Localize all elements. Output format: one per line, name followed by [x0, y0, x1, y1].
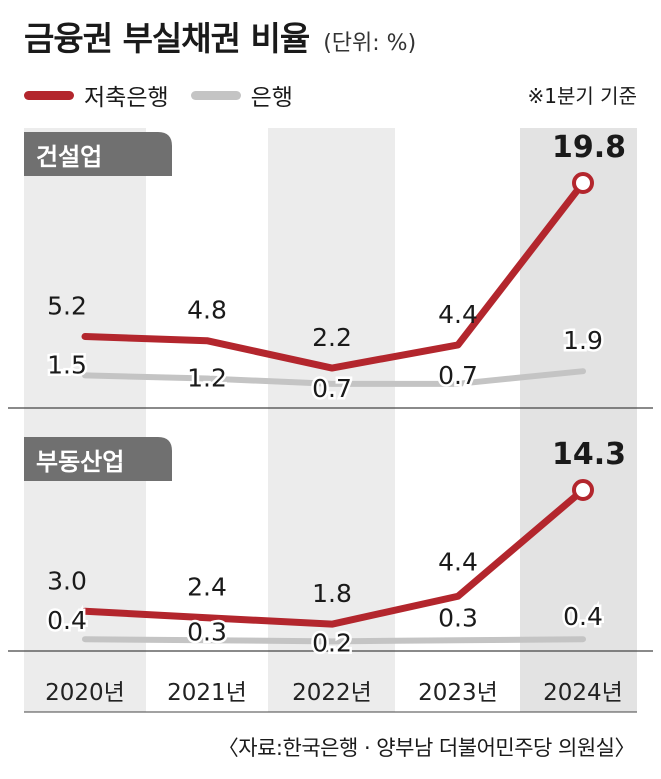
x-tick-label: 2021년 — [167, 680, 247, 706]
panel-2-label-bg — [24, 437, 172, 481]
x-tick-label: 2023년 — [418, 680, 498, 706]
legend: 저축은행 은행 — [24, 78, 315, 112]
panel-2-label: 부동산업 — [36, 448, 124, 476]
source-note: 〈자료:한국은행 · 양부남 더불어민주당 의원실〉 — [217, 736, 636, 760]
panel-2-savings-value-label: 2.4 — [187, 573, 227, 602]
panel-1-label-bg — [24, 132, 172, 176]
panel-1-savings-endpoint — [572, 172, 594, 194]
panel-2-savings-endpoint — [572, 479, 594, 501]
panel-1-savings-value-label: 19.8 — [552, 130, 626, 165]
column-band — [395, 128, 520, 712]
x-tick-label: 2024년 — [543, 680, 623, 706]
unit-label: (단위: %) — [323, 31, 417, 56]
panel-1-bank-value-label: 1.5 — [47, 350, 87, 379]
panel-2-bank-value-label: 0.4 — [563, 602, 603, 631]
legend-item-savings: 저축은행 — [24, 78, 169, 112]
chart-title: 금융권 부실채권 비율 — [24, 19, 310, 58]
note: ※1분기 기준 — [527, 84, 637, 108]
x-tick-label: 2020년 — [45, 680, 125, 706]
legend-label-bank: 은행 — [250, 85, 293, 111]
panel-1-savings-value-label: 5.2 — [47, 292, 87, 321]
panel-2-savings-value-label: 4.4 — [438, 547, 478, 576]
panel-2-bank-value-label: 0.2 — [312, 628, 352, 657]
panel-1-savings-value-label: 4.4 — [438, 300, 478, 329]
panel-1-savings-value-label: 4.8 — [187, 296, 227, 325]
panel-2-bank-value-label: 0.4 — [47, 606, 87, 635]
panel-2-bank-value-label: 0.3 — [187, 617, 227, 646]
x-tick-label: 2022년 — [292, 680, 372, 706]
panel-1-bank-value-label: 0.7 — [312, 374, 352, 403]
panel-1-bank-value-label: 1.2 — [187, 364, 227, 393]
panel-2-savings-line — [81, 486, 587, 628]
legend-item-bank: 은행 — [190, 78, 293, 112]
title-row: 금융권 부실채권 비율 (단위: %) — [24, 12, 417, 58]
panel-1-bank-value-label: 1.9 — [563, 326, 603, 355]
legend-swatch-bank — [190, 90, 241, 100]
panel-1-label: 건설업 — [36, 143, 102, 171]
panel-2-savings-value-label: 14.3 — [552, 437, 626, 472]
panel-2-bank-line — [82, 636, 586, 645]
column-band — [520, 128, 637, 712]
panel-2-savings-value-label: 3.0 — [47, 566, 87, 595]
legend-swatch-savings — [24, 90, 74, 100]
panel-2-savings-value-label: 1.8 — [312, 579, 352, 608]
panel-1-savings-value-label: 2.2 — [312, 323, 352, 352]
panel-2-bank-value-label: 0.3 — [438, 603, 478, 632]
legend-label-savings: 저축은행 — [84, 85, 169, 111]
panel-1-bank-line — [82, 368, 586, 387]
panel-1-bank-value-label: 0.7 — [438, 361, 478, 390]
panel-1-savings-line — [81, 179, 587, 372]
